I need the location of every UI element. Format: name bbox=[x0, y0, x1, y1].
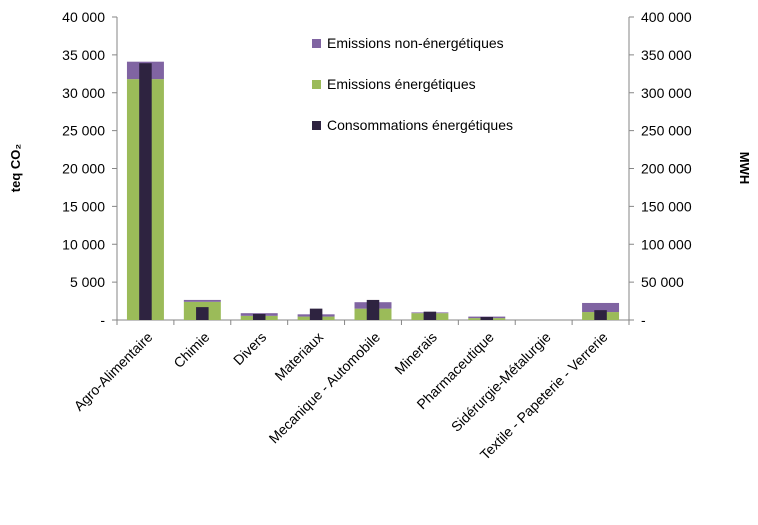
y-tick-label: 30 000 bbox=[62, 85, 105, 101]
bars bbox=[126, 61, 620, 321]
x-tick-label: Chimie bbox=[170, 329, 212, 371]
bar-consommations-energetiques bbox=[423, 311, 437, 320]
y-tick-label: 5 000 bbox=[70, 274, 105, 290]
y2-tick-label: 50 000 bbox=[641, 274, 684, 290]
x-tick-label: Minerais bbox=[391, 329, 440, 378]
legend-swatch bbox=[312, 80, 321, 89]
y2-tick-label: 150 000 bbox=[641, 198, 692, 214]
legend-label: Consommations énergétiques bbox=[327, 117, 513, 133]
y2-tick-label: 350 000 bbox=[641, 47, 692, 63]
y-axis-title: teq CO₂ bbox=[8, 144, 23, 193]
y-tick-label: 40 000 bbox=[62, 9, 105, 25]
y-tick-label: 20 000 bbox=[62, 161, 105, 177]
legend: Emissions non-énergétiques Emissions éner… bbox=[312, 35, 513, 133]
x-tick-label: Agro-Alimentaire bbox=[71, 329, 156, 414]
bar-consommations-energetiques bbox=[196, 307, 209, 320]
y2-tick-label: 400 000 bbox=[641, 9, 692, 25]
y-tick-label: 35 000 bbox=[62, 47, 105, 63]
y-tick-label: 15 000 bbox=[62, 198, 105, 214]
bar-consommations-energetiques bbox=[252, 313, 266, 320]
y2-axis-title: MWH bbox=[737, 152, 752, 185]
bar-emissions-non-energetiques bbox=[582, 302, 620, 313]
y2-tick-label: 300 000 bbox=[641, 85, 692, 101]
legend-swatch bbox=[312, 39, 321, 48]
x-tick-label: Mecanique - Automobile bbox=[266, 329, 384, 447]
bar-consommations-energetiques bbox=[594, 310, 607, 320]
y2-tick-label: - bbox=[641, 312, 646, 328]
legend-label: Emissions énergétiques bbox=[327, 76, 476, 92]
bar-emissions-non-energetiques bbox=[183, 299, 221, 302]
legend-label: Emissions non-énergétiques bbox=[327, 35, 504, 51]
bar-consommations-energetiques bbox=[139, 63, 152, 321]
y2-tick-label: 250 000 bbox=[641, 123, 692, 139]
y-tick-label: 25 000 bbox=[62, 123, 105, 139]
bar-consommations-energetiques bbox=[366, 299, 380, 320]
x-tick-label: Sidérurgie-Métalurgie bbox=[448, 329, 554, 435]
legend-swatch bbox=[312, 121, 321, 130]
bar-consommations-energetiques bbox=[480, 316, 494, 320]
x-tick-label: Materiaux bbox=[271, 329, 326, 384]
x-tick-label: Divers bbox=[230, 329, 269, 368]
y2-tick-label: 100 000 bbox=[641, 236, 692, 252]
y-tick-label: - bbox=[100, 312, 105, 328]
y2-tick-label: 200 000 bbox=[641, 161, 692, 177]
y-tick-label: 10 000 bbox=[62, 236, 105, 252]
bar-consommations-energetiques bbox=[309, 308, 323, 320]
